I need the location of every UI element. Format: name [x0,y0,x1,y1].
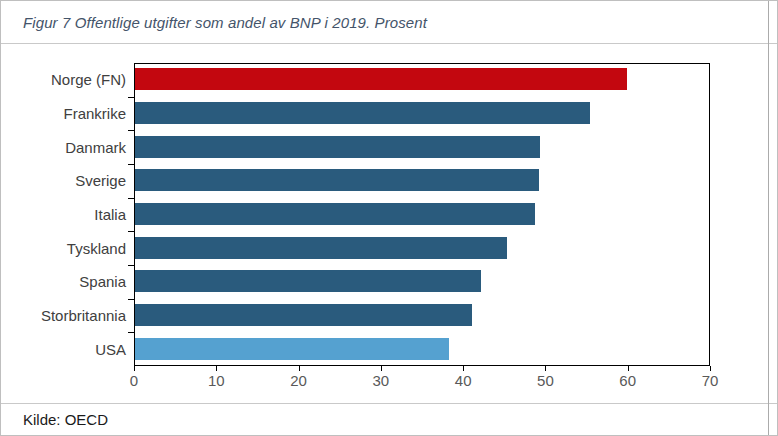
x-axis-tick [134,366,135,371]
category-label-norge-fn: Norge (FN) [1,63,126,97]
x-axis-tick [463,366,464,371]
chart-title-row: Figur 7 Offentlige utgifter som andel av… [1,1,777,44]
plot-area [134,63,710,366]
x-axis-tick [216,366,217,371]
y-axis-tick [128,231,134,232]
chart-title: Figur 7 Offentlige utgifter som andel av… [23,14,427,31]
x-axis-tick [545,366,546,371]
category-label-usa: USA [1,332,126,366]
x-axis-tick-label: 60 [606,372,650,389]
x-axis-tick-label: 0 [112,372,156,389]
x-axis-tick-label: 10 [194,372,238,389]
category-label-tyskland: Tyskland [1,231,126,265]
x-axis-tick-label: 40 [441,372,485,389]
bar-italia [135,203,535,225]
x-axis-tick-label: 20 [277,372,321,389]
y-axis-tick [128,164,134,165]
x-axis-tick [628,366,629,371]
x-axis-tick-label: 30 [359,372,403,389]
table-cell-border [768,1,769,435]
bar-danmark [135,136,540,158]
category-label-sverige: Sverige [1,164,126,198]
bar-usa [135,338,449,360]
bar-tyskland [135,237,507,259]
category-label-italia: Italia [1,198,126,232]
category-label-spania: Spania [1,265,126,299]
source-note: Kilde: OECD [23,411,108,428]
y-axis-tick [128,299,134,300]
bar-sverige [135,169,539,191]
bar-spania [135,270,481,292]
category-label-danmark: Danmark [1,130,126,164]
bar-norge-fn [135,68,627,90]
source-row: Kilde: OECD [1,403,777,435]
y-axis-tick [128,97,134,98]
x-axis-tick-label: 70 [688,372,732,389]
x-axis-tick [710,366,711,371]
y-axis-tick [128,265,134,266]
bar-storbritannia [135,304,472,326]
x-axis-tick [299,366,300,371]
y-axis-tick [128,198,134,199]
x-axis-tick-label: 50 [523,372,567,389]
category-label-storbritannia: Storbritannia [1,299,126,333]
bar-frankrike [135,102,590,124]
figure-frame: Figur 7 Offentlige utgifter som andel av… [0,0,778,436]
y-axis-tick [128,130,134,131]
x-axis-tick [381,366,382,371]
y-axis-tick [128,332,134,333]
category-label-frankrike: Frankrike [1,97,126,131]
